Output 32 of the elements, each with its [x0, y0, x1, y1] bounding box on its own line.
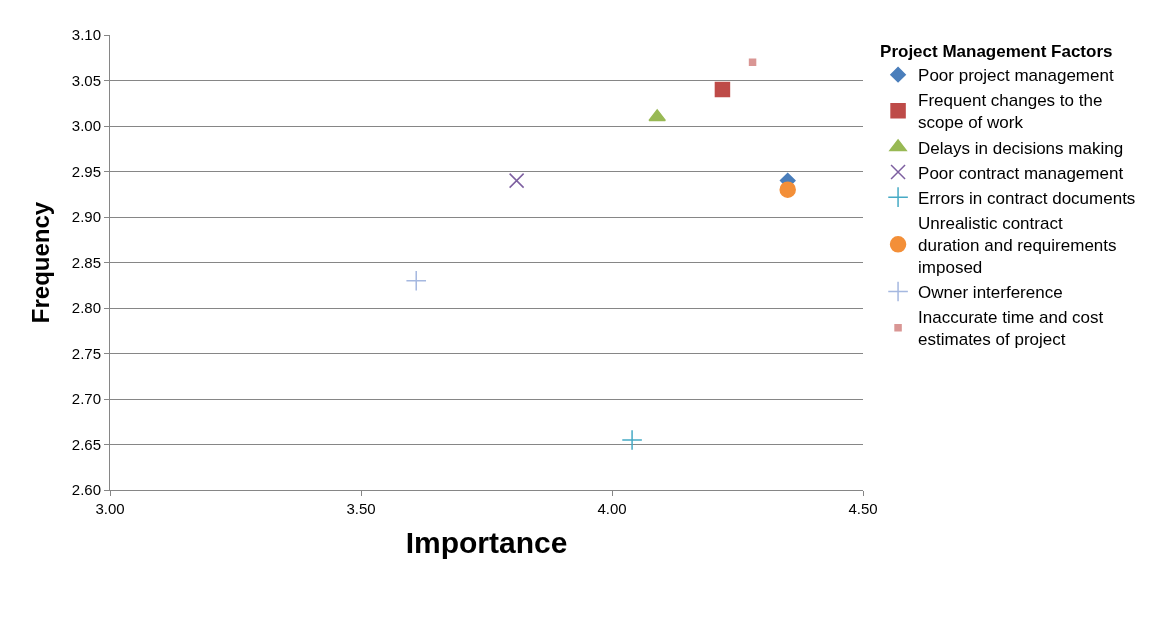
- y-tick-label: 3.10: [71, 26, 101, 44]
- legend-label: Frequent changes to the scope of work: [918, 91, 1103, 133]
- legend-title: Project Management Factors: [880, 42, 1113, 62]
- y-tick-label: 2.85: [71, 253, 101, 271]
- legend-label: Owner interference: [918, 283, 1063, 303]
- x-axis-title: Importance: [405, 525, 568, 559]
- point: [405, 270, 427, 292]
- legend-label: Poor project management: [918, 66, 1114, 86]
- legend-label: Poor contract management: [918, 163, 1124, 183]
- legend-label: Errors in contract documents: [918, 188, 1136, 208]
- y-tick-label: 2.90: [71, 208, 101, 226]
- y-tick-label: 2.95: [71, 162, 101, 180]
- y-tick-label: 2.65: [71, 435, 101, 453]
- x-tick-label: 3.50: [346, 500, 376, 517]
- legend-label: Inaccurate time and cost estimates of project: [918, 308, 1104, 350]
- legend-label: Delays in decisions making: [918, 138, 1124, 158]
- x-tick-label: 4.00: [597, 500, 627, 517]
- y-tick-label: 2.70: [71, 390, 101, 408]
- point: [748, 58, 757, 67]
- point: [621, 429, 643, 451]
- y-tick-label: 2.75: [71, 344, 101, 362]
- x-tick-label: 3.00: [95, 500, 125, 517]
- y-axis-title: Frequency: [26, 201, 54, 324]
- y-tick-label: 2.60: [71, 481, 101, 499]
- y-tick-label: 2.80: [71, 299, 101, 317]
- legend-label: Unrealistic contract duration and requirements imposed: [918, 213, 1117, 278]
- y-tick-label: 3.00: [71, 117, 101, 135]
- point: [779, 181, 796, 198]
- y-tick-label: 3.05: [71, 71, 101, 89]
- point: [508, 172, 525, 189]
- point: [714, 81, 731, 98]
- x-tick-label: 4.50: [848, 500, 878, 517]
